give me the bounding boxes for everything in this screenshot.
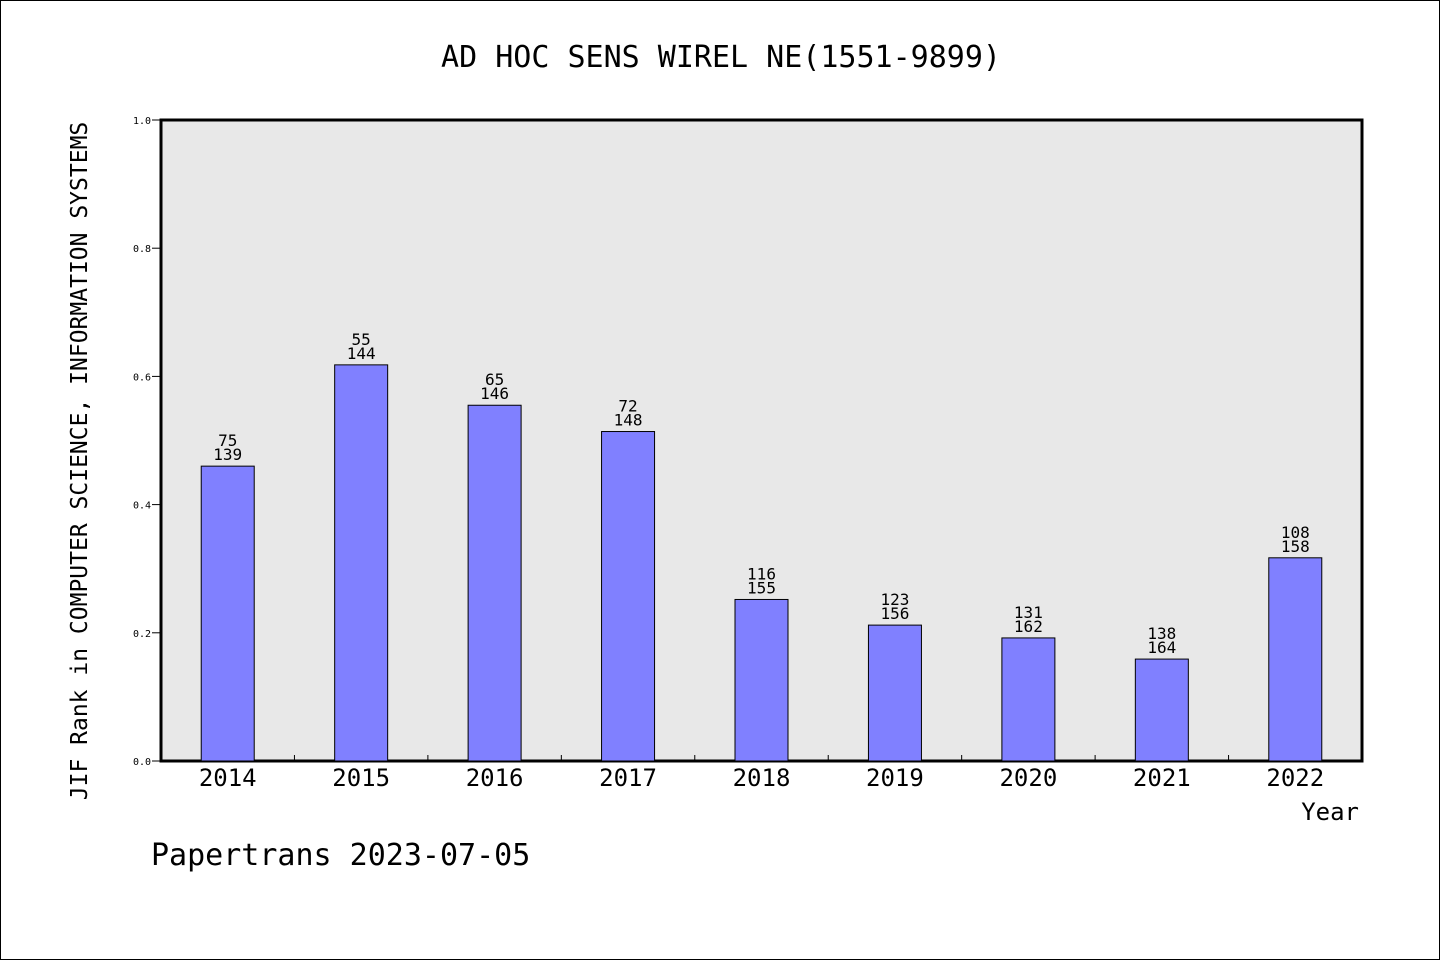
y-tick-label: 0.2: [133, 629, 151, 640]
bar-label-total: 155: [747, 578, 776, 597]
y-axis: 0.0 0.2 0.4 0.6 0.8 1.0: [133, 116, 161, 768]
x-tick-label: 2020: [999, 764, 1057, 792]
bar-label-total: 164: [1147, 638, 1176, 657]
y-tick-label: 0.6: [133, 372, 151, 383]
y-axis-label: JIF Rank in COMPUTER SCIENCE, INFORMATIO…: [67, 122, 93, 801]
bar-label-rank: 65: [485, 370, 504, 389]
bar-label-total: 144: [347, 344, 376, 363]
bar-label-total: 148: [614, 411, 643, 430]
bar-label-rank: 55: [352, 330, 371, 349]
x-tick-label: 2019: [866, 764, 924, 792]
bar-label-total: 158: [1281, 537, 1310, 556]
y-tick-label: 1.0: [133, 116, 151, 127]
bar-label-total: 156: [880, 604, 909, 623]
x-tick-label: 2016: [466, 764, 524, 792]
bar: [734, 598, 789, 762]
bar-label-rank: 108: [1281, 523, 1310, 542]
bar: [601, 431, 656, 762]
bar-label-total: 146: [480, 384, 509, 403]
bar: [1134, 658, 1189, 762]
bar: [1001, 637, 1056, 762]
y-tick-label: 0.0: [133, 757, 151, 768]
x-tick-label: 2014: [199, 764, 257, 792]
bar: [200, 465, 255, 762]
bar-label-rank: 131: [1014, 603, 1043, 622]
bar-label-total: 139: [213, 445, 242, 464]
bar-label-rank: 116: [747, 564, 776, 583]
bar: [334, 364, 389, 762]
bar-label-rank: 123: [880, 590, 909, 609]
y-tick-label: 0.4: [133, 501, 151, 512]
bar-label-rank: 72: [618, 397, 637, 416]
footer-text: Papertrans 2023-07-05: [151, 838, 530, 873]
x-axis: 2014 2015 2016 2017 2018 2019 2020 2021 2022: [199, 764, 1324, 792]
x-tick-label: 2022: [1266, 764, 1324, 792]
bar-label-rank: 75: [218, 431, 237, 450]
x-axis-separators: [293, 755, 1230, 761]
x-tick-label: 2017: [599, 764, 657, 792]
y-tick-label: 0.8: [133, 244, 151, 255]
bar: [867, 624, 922, 762]
x-tick-label: 2018: [733, 764, 791, 792]
bar-label-total: 162: [1014, 617, 1043, 636]
x-tick-label: 2015: [332, 764, 390, 792]
bar-label-rank: 138: [1147, 624, 1176, 643]
x-tick-label: 2021: [1133, 764, 1191, 792]
chart-title: AD HOC SENS WIREL NE(1551-9899): [441, 40, 1001, 75]
bar: [1268, 557, 1323, 762]
x-axis-label: Year: [1301, 798, 1359, 826]
bar: [467, 404, 522, 762]
